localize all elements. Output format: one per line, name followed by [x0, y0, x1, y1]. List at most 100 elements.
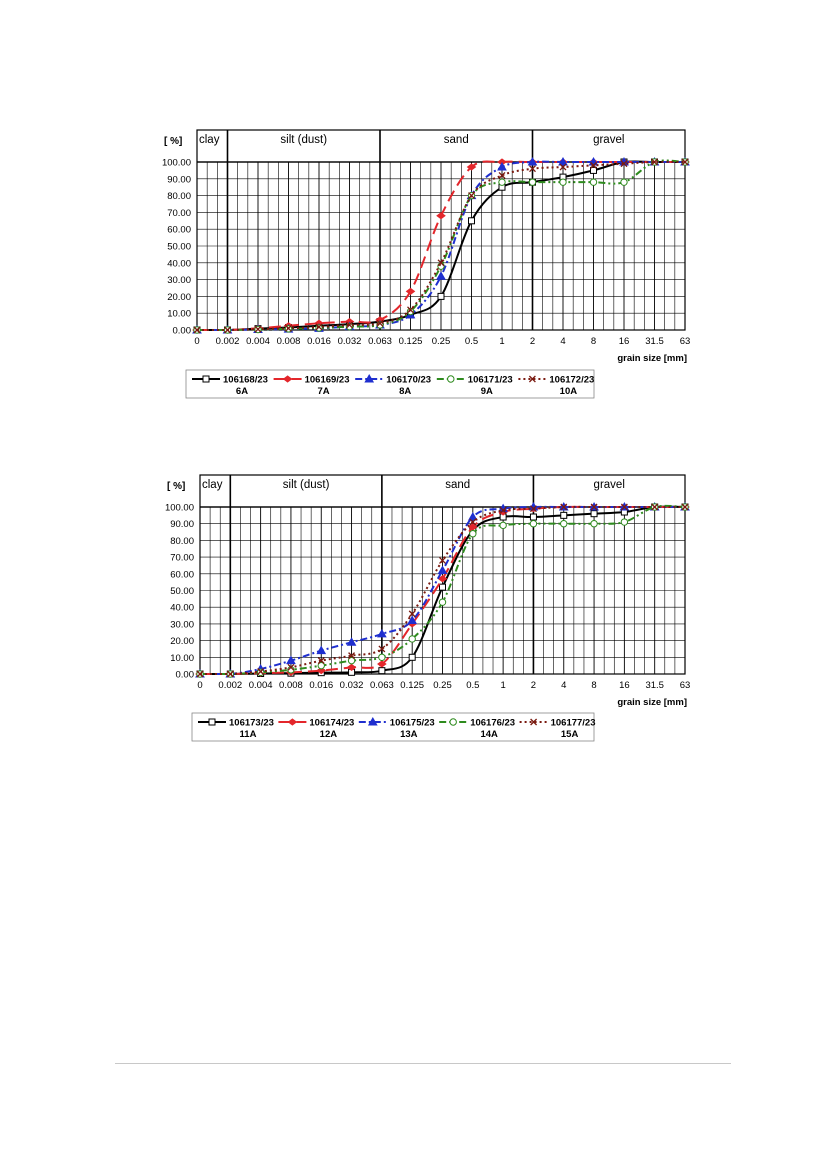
legend-box [185, 369, 595, 399]
data-point [437, 292, 445, 300]
data-point [202, 375, 210, 383]
y-tick-label: 40.00 [167, 258, 191, 269]
data-point [528, 375, 536, 383]
y-tick-label: 70.00 [170, 553, 194, 564]
data-point [529, 513, 537, 521]
y-tick-label: 0.00 [176, 670, 195, 681]
legend-label: 106173/23 [229, 718, 274, 729]
legend-box [191, 712, 595, 742]
data-point [405, 287, 416, 295]
data-point [447, 375, 455, 383]
data-point [436, 212, 446, 220]
data-point [529, 165, 536, 173]
data-point [620, 178, 628, 186]
x-tick-label: 0.002 [216, 336, 240, 347]
data-point [469, 530, 477, 538]
x-tick-label: 4 [561, 680, 566, 691]
chart-1: 0.00 10.00 20.00 30.00 40.00 50.00 60.00 70.00 8… [162, 129, 691, 399]
legend-sublabel: 10A [560, 386, 578, 397]
data-point [346, 321, 353, 329]
data-point [315, 323, 323, 331]
x-tick-label: 0.004 [249, 680, 273, 691]
legend-label: 106177/23 [551, 718, 596, 729]
data-point [196, 670, 204, 678]
y-tick-label: 90.00 [170, 519, 194, 530]
y-tick-label: 30.00 [167, 275, 191, 286]
legend-label: 106174/23 [309, 718, 354, 729]
y-tick-label: 30.00 [170, 619, 194, 630]
data-point [254, 325, 262, 333]
data-point [408, 653, 416, 661]
y-tick-label: 10.00 [167, 309, 191, 320]
zone-label: gravel [594, 479, 625, 491]
data-point [620, 160, 628, 168]
x-tick-label: 63 [680, 680, 691, 691]
y-tick-label: 10.00 [170, 653, 194, 664]
x-tick-label: 0.125 [400, 680, 424, 691]
data-point [590, 166, 597, 174]
data-point [590, 161, 597, 169]
data-point [317, 657, 325, 665]
x-tick-label: 0.063 [370, 680, 394, 691]
series-line [197, 160, 686, 331]
data-point [346, 637, 357, 646]
chart-2: 0.00 10.00 20.00 30.00 40.00 50.00 60.00 70.00 8… [165, 474, 691, 742]
y-tick-label: 60.00 [167, 225, 191, 236]
legend-sublabel: 15A [561, 729, 579, 740]
data-point [287, 663, 295, 671]
y-tick-label: 20.00 [170, 636, 194, 647]
data-point [436, 271, 446, 280]
data-point [377, 628, 387, 638]
data-point [408, 635, 416, 643]
data-point [559, 178, 567, 186]
data-point [257, 668, 265, 675]
data-point [560, 520, 568, 528]
data-point [439, 556, 446, 564]
data-point [559, 163, 567, 171]
data-point [499, 521, 507, 530]
x-tick-label: 0.008 [277, 336, 301, 347]
zone-label: sand [444, 134, 469, 146]
x-axis-label: grain size [mm] [617, 353, 687, 364]
data-point [437, 262, 445, 270]
x-axis-label: grain size [mm] [617, 697, 687, 708]
data-point [681, 158, 689, 166]
x-tick-label: 0.008 [279, 680, 303, 691]
y-tick-label: 100.00 [165, 503, 194, 514]
legend-sublabel: 9A [481, 386, 493, 397]
x-tick-label: 31.5 [645, 336, 664, 347]
data-point [438, 598, 447, 606]
x-tick-label: 0.002 [218, 680, 242, 691]
data-point [226, 670, 234, 678]
x-tick-label: 0.016 [309, 680, 333, 691]
x-tick-label: 16 [619, 336, 630, 347]
legend-sublabel: 13A [400, 729, 418, 740]
legend-sublabel: 14A [480, 729, 498, 740]
x-tick-label: 0.063 [368, 336, 392, 347]
y-tick-label: 50.00 [170, 586, 194, 597]
data-point [193, 326, 201, 334]
x-tick-label: 63 [680, 336, 691, 347]
data-point [378, 653, 386, 661]
data-point [497, 162, 507, 171]
data-point [590, 520, 598, 528]
data-point [286, 655, 296, 665]
x-tick-label: 0.016 [307, 336, 331, 347]
data-point [224, 326, 231, 334]
data-point [528, 178, 537, 186]
y-tick-label: 80.00 [170, 536, 194, 547]
legend-sublabel: 11A [240, 729, 257, 740]
data-point [406, 307, 415, 316]
data-point [282, 375, 293, 383]
data-point [348, 652, 356, 660]
x-tick-label: 0.5 [466, 680, 479, 691]
data-point [408, 610, 416, 618]
data-point [498, 178, 506, 186]
data-point [364, 373, 375, 383]
zone-label: silt (dust) [280, 134, 327, 146]
legend-label: 106168/23 [223, 375, 268, 386]
